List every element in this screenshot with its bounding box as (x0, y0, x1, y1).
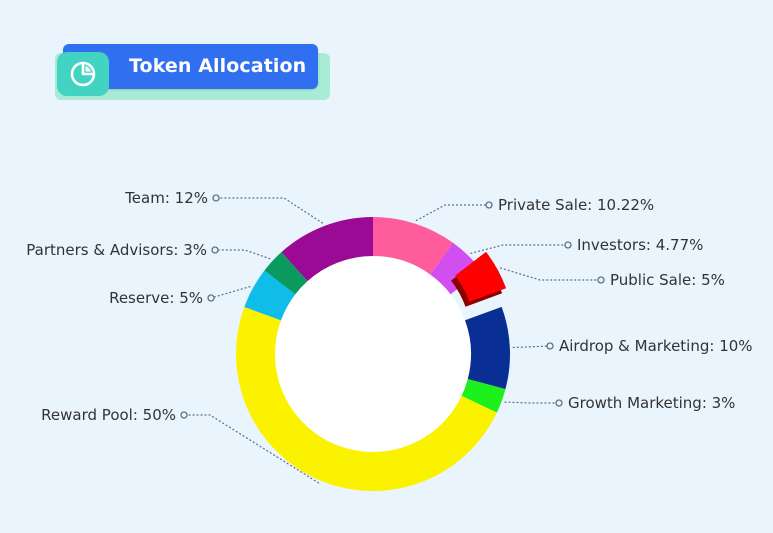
leader-line-reserve (210, 285, 251, 299)
leader-dot-private-sale (485, 201, 493, 209)
label-private-sale: Private Sale: 10.22% (498, 196, 654, 214)
leader-dot-public-sale (597, 276, 605, 284)
slice-private-sale (373, 217, 453, 275)
leader-line-public-sale (499, 267, 601, 281)
title-badge: Token Allocation (55, 44, 330, 100)
slice-reward-pool (235, 306, 497, 492)
slice-reserve (244, 270, 296, 321)
label-growth-marketing: Growth Marketing: 3% (568, 394, 735, 412)
leader-dot-partners-and-advisors (211, 246, 219, 254)
leader-line-private-sale (415, 204, 489, 222)
label-investors: Investors: 4.77% (577, 236, 703, 254)
leader-line-team (216, 197, 324, 224)
leader-line-partners-and-advisors (215, 249, 271, 260)
slice-public-sale (455, 251, 507, 302)
label-team: Team: 12% (124, 189, 208, 207)
leader-dot-airdrop-and-marketing (546, 342, 554, 350)
leader-line-growth-marketing (504, 401, 559, 404)
slice-growth-marketing (461, 379, 506, 413)
leader-dot-reward-pool (180, 411, 188, 419)
chart-title: Token Allocation (129, 55, 307, 77)
label-airdrop-and-marketing: Airdrop & Marketing: 10% (559, 337, 753, 355)
label-partners-and-advisors: Partners & Advisors: 3% (26, 241, 207, 259)
slices (235, 217, 510, 492)
label-reward-pool: Reward Pool: 50% (41, 406, 176, 424)
leader-dot-growth-marketing (555, 399, 563, 407)
label-reserve: Reserve: 5% (109, 289, 203, 307)
leader-line-reward-pool (184, 414, 320, 484)
leader-dot-investors (564, 241, 572, 249)
label-public-sale: Public Sale: 5% (610, 271, 725, 289)
slice-partners-and-advisors (264, 252, 308, 295)
pie-chart-icon (57, 52, 109, 96)
leader-line-airdrop-and-marketing (512, 345, 551, 349)
labels: Private Sale: 10.22% Investors: 4.77% Publ… (26, 189, 753, 484)
slice-airdrop-and-marketing (465, 306, 510, 390)
leader-line-investors (470, 244, 568, 254)
slice-investors (430, 242, 482, 295)
leader-dot-team (212, 194, 220, 202)
leader-dot-reserve (207, 294, 215, 302)
donut-hole (275, 256, 471, 452)
slice-team (281, 217, 373, 282)
